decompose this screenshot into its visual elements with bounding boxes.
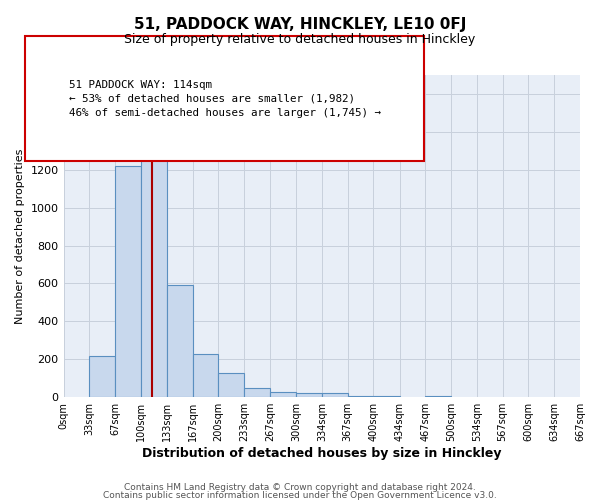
Bar	[141, 152, 167, 397]
Bar	[218, 372, 244, 397]
Bar	[270, 392, 296, 397]
Bar	[322, 394, 348, 397]
Bar	[348, 396, 373, 397]
X-axis label: Distribution of detached houses by size in Hinckley: Distribution of detached houses by size …	[142, 447, 502, 460]
Bar	[425, 396, 451, 397]
Bar	[89, 356, 115, 397]
Bar	[193, 354, 218, 397]
Text: 51 PADDOCK WAY: 114sqm
← 53% of detached houses are smaller (1,982)
46% of semi-: 51 PADDOCK WAY: 114sqm ← 53% of detached…	[69, 80, 381, 118]
Text: 51, PADDOCK WAY, HINCKLEY, LE10 0FJ: 51, PADDOCK WAY, HINCKLEY, LE10 0FJ	[134, 18, 466, 32]
Bar	[296, 394, 322, 397]
Bar	[115, 166, 141, 397]
Text: Size of property relative to detached houses in Hinckley: Size of property relative to detached ho…	[124, 32, 476, 46]
Bar	[373, 396, 400, 397]
Y-axis label: Number of detached properties: Number of detached properties	[15, 148, 25, 324]
Bar	[244, 388, 270, 397]
Text: Contains HM Land Registry data © Crown copyright and database right 2024.: Contains HM Land Registry data © Crown c…	[124, 483, 476, 492]
Bar	[167, 286, 193, 397]
Text: Contains public sector information licensed under the Open Government Licence v3: Contains public sector information licen…	[103, 490, 497, 500]
